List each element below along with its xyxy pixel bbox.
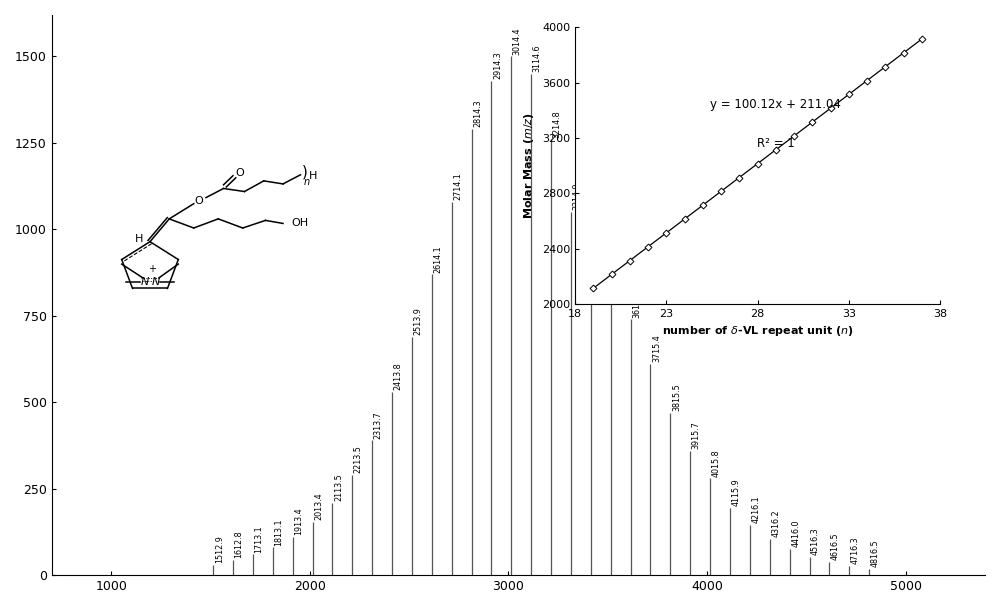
Text: 2113.5: 2113.5 bbox=[334, 473, 343, 501]
Text: 2013.4: 2013.4 bbox=[314, 492, 323, 520]
Text: 4416.0: 4416.0 bbox=[791, 520, 800, 547]
Text: N: N bbox=[140, 277, 149, 288]
Text: 2213.5: 2213.5 bbox=[354, 445, 363, 473]
Text: 4516.3: 4516.3 bbox=[811, 528, 820, 556]
X-axis label: number of $\delta$-VL repeat unit ($n$): number of $\delta$-VL repeat unit ($n$) bbox=[662, 325, 853, 339]
Text: H: H bbox=[135, 233, 144, 244]
Text: 3014.4: 3014.4 bbox=[513, 27, 522, 55]
Y-axis label: Molar Mass ($m/z$): Molar Mass ($m/z$) bbox=[522, 112, 536, 219]
Text: 1512.9: 1512.9 bbox=[215, 535, 224, 563]
Text: N: N bbox=[151, 277, 160, 288]
Text: 3314.9: 3314.9 bbox=[573, 183, 582, 210]
Text: 3114.6: 3114.6 bbox=[533, 44, 542, 72]
Text: O: O bbox=[195, 196, 203, 206]
Text: 2413.8: 2413.8 bbox=[394, 362, 403, 390]
Text: 3515.2: 3515.2 bbox=[612, 248, 621, 276]
Text: 4216.1: 4216.1 bbox=[752, 496, 761, 523]
Text: 4616.5: 4616.5 bbox=[831, 533, 840, 560]
Text: 1612.8: 1612.8 bbox=[235, 530, 244, 558]
Text: 4716.3: 4716.3 bbox=[851, 537, 860, 564]
Text: 2614.1: 2614.1 bbox=[433, 245, 442, 272]
Text: 4816.5: 4816.5 bbox=[871, 539, 880, 567]
Text: +: + bbox=[148, 264, 156, 274]
Text: 2313.7: 2313.7 bbox=[374, 411, 383, 438]
Text: 3214.8: 3214.8 bbox=[553, 110, 562, 138]
Text: 4316.2: 4316.2 bbox=[771, 510, 780, 537]
Text: 4115.9: 4115.9 bbox=[732, 478, 741, 506]
Text: 2714.1: 2714.1 bbox=[453, 172, 462, 200]
Text: n: n bbox=[304, 178, 310, 187]
Text: 3415.0: 3415.0 bbox=[592, 207, 601, 235]
Text: 3615.3: 3615.3 bbox=[632, 290, 641, 317]
Text: 2814.3: 2814.3 bbox=[473, 100, 482, 127]
Text: 2513.9: 2513.9 bbox=[414, 307, 423, 335]
Text: OH: OH bbox=[292, 218, 309, 229]
Text: 1913.4: 1913.4 bbox=[294, 508, 303, 536]
Text: H: H bbox=[309, 171, 317, 181]
Text: y = 100.12x + 211.04: y = 100.12x + 211.04 bbox=[710, 98, 841, 111]
Text: 4015.8: 4015.8 bbox=[712, 449, 721, 477]
Text: ): ) bbox=[302, 164, 308, 179]
Text: 1713.1: 1713.1 bbox=[254, 525, 263, 553]
Text: O: O bbox=[235, 168, 244, 178]
Text: 2914.3: 2914.3 bbox=[493, 51, 502, 79]
Text: 3815.5: 3815.5 bbox=[672, 383, 681, 411]
Text: 3915.7: 3915.7 bbox=[692, 421, 701, 449]
Text: R² = 1: R² = 1 bbox=[757, 137, 795, 150]
Text: 1813.1: 1813.1 bbox=[274, 518, 283, 546]
Text: 3715.4: 3715.4 bbox=[652, 335, 661, 362]
